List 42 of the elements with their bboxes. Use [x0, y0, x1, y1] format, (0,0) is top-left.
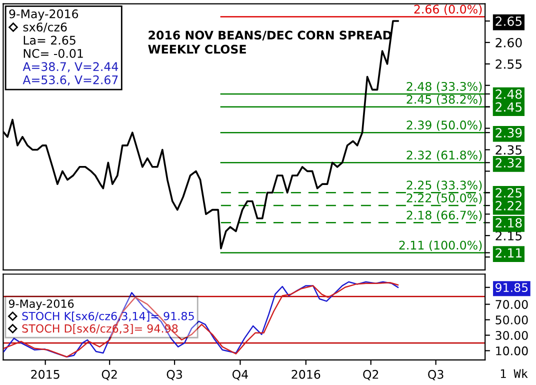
- x-tick-label: 2015: [31, 370, 60, 379]
- legend-title: 9-May-2016: [8, 299, 74, 310]
- y-tick-label: 2.45: [496, 102, 522, 112]
- ref-line-label: 2.11 (100.0%): [399, 240, 482, 252]
- legend-title: 9-May-2016: [9, 9, 78, 21]
- annotation: A=53.6, V=2.67: [22, 75, 118, 86]
- y-tick-label: 2.55: [496, 59, 522, 69]
- x-tick-label: 2016: [292, 370, 320, 379]
- x-tick-label: Q2: [102, 370, 117, 380]
- x-tick-label: Q3: [166, 370, 182, 380]
- y-tick-label: 2.35: [496, 145, 522, 155]
- text: 1 Wk: [500, 368, 528, 378]
- ref-line-label: 2.48 (33.3%): [406, 82, 482, 92]
- y-tick-label: 2.48: [496, 89, 522, 99]
- y-tick-label: 70.00: [496, 300, 528, 309]
- ref-line-label: 2.39 (50.0%): [406, 120, 482, 131]
- ref-line-label: 2.32 (61.8%): [406, 150, 482, 161]
- ref-line-label: 2.25 (33.3%): [406, 180, 482, 191]
- y-tick-label: 2.65: [496, 16, 522, 26]
- y-tick-label: 2.22: [496, 200, 522, 210]
- y-tick-label: 50.00: [496, 315, 528, 324]
- y-tick-label: 2.60: [496, 38, 522, 48]
- y-tick-label: 2.11: [496, 248, 522, 258]
- ref-line-label: 2.45 (38.2%): [406, 94, 482, 106]
- ref-line-label: 2.22 (50.0%): [406, 193, 482, 204]
- annotation: La= 2.65: [24, 36, 76, 45]
- y-tick-label: 2.18: [496, 218, 522, 228]
- y-tick-label: 2.32: [496, 158, 522, 168]
- y-tick-label: 30.00: [496, 330, 528, 340]
- x-tick-label: Q3: [428, 370, 444, 380]
- ref-line-label: 2.18 (66.7%): [406, 210, 482, 221]
- y-tick-label: 2.39: [496, 128, 522, 138]
- y-tick-label: 91.85: [496, 283, 528, 292]
- annotation: NC= -0.01: [24, 48, 83, 58]
- x-tick-label: Q4: [232, 370, 248, 380]
- y-tick-label: 2.25: [496, 188, 522, 198]
- ref-line-label: 2.66 (0.0%): [414, 4, 482, 16]
- x-tick-label: Q2: [363, 370, 378, 380]
- y-tick-label: 10.00: [496, 346, 528, 356]
- text: 2016 NOV BEANS/DEC CORN SPREAD WEEKLY CLOSE: [148, 30, 392, 54]
- text: sx6/cz6: [23, 22, 67, 32]
- annotation: A=38.7, V=2.44: [22, 62, 118, 72]
